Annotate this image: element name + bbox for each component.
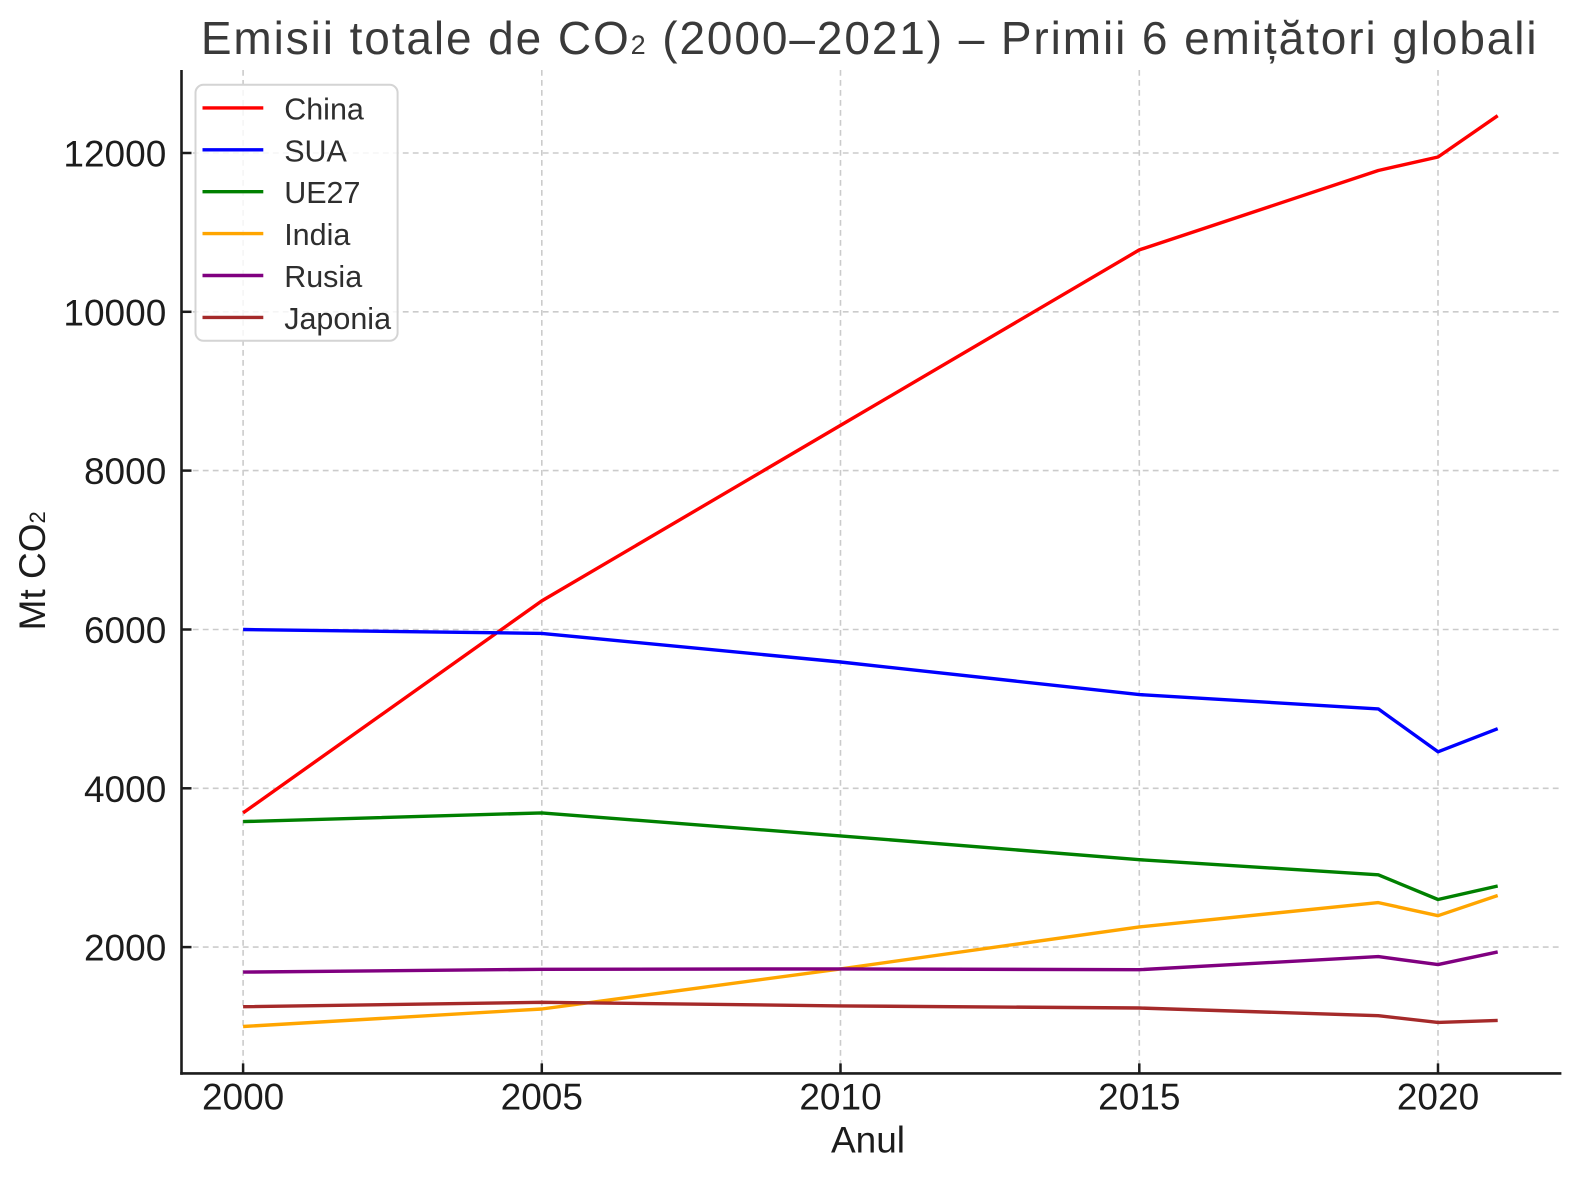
svg-text:6000: 6000 bbox=[84, 610, 166, 651]
svg-text:2005: 2005 bbox=[501, 1077, 583, 1118]
svg-text:India: India bbox=[284, 218, 350, 252]
svg-text:2020: 2020 bbox=[1397, 1077, 1479, 1118]
svg-text:10000: 10000 bbox=[63, 292, 166, 333]
svg-text:2010: 2010 bbox=[799, 1077, 881, 1118]
svg-text:Japonia: Japonia bbox=[284, 302, 391, 336]
svg-text:China: China bbox=[284, 92, 364, 126]
svg-text:SUA: SUA bbox=[284, 134, 347, 168]
svg-text:Rusia: Rusia bbox=[284, 260, 362, 294]
svg-text:2000: 2000 bbox=[202, 1077, 284, 1118]
svg-text:2000: 2000 bbox=[84, 928, 166, 969]
svg-text:Mt CO2: Mt CO2 bbox=[12, 511, 53, 630]
svg-text:Anul: Anul bbox=[831, 1120, 905, 1161]
svg-text:12000: 12000 bbox=[63, 134, 166, 175]
svg-text:8000: 8000 bbox=[84, 451, 166, 492]
svg-text:2015: 2015 bbox=[1098, 1077, 1180, 1118]
svg-text:Emisii totale de CO2 (2000–202: Emisii totale de CO2 (2000–2021) – Primi… bbox=[201, 12, 1539, 64]
svg-text:UE27: UE27 bbox=[284, 176, 360, 210]
svg-text:4000: 4000 bbox=[84, 769, 166, 810]
